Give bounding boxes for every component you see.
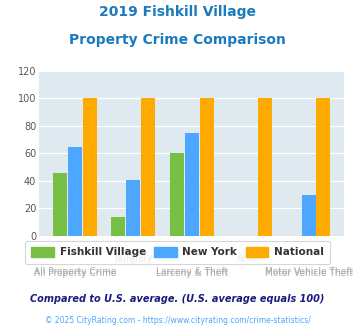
Bar [200,98,214,236]
Text: 2019 Fishkill Village: 2019 Fishkill Village [99,5,256,19]
Text: Larceny & Theft: Larceny & Theft [155,267,228,276]
Bar [170,153,184,236]
Text: Motor Vehicle Theft: Motor Vehicle Theft [264,269,353,278]
Bar [68,147,82,236]
Text: Motor Vehicle Theft: Motor Vehicle Theft [264,267,353,276]
Bar [301,195,316,236]
Text: © 2025 CityRating.com - https://www.cityrating.com/crime-statistics/: © 2025 CityRating.com - https://www.city… [45,315,310,325]
Text: Larceny & Theft: Larceny & Theft [155,269,228,278]
Text: Burglary: Burglary [114,255,153,264]
Text: Arson: Arson [237,253,263,262]
Bar [83,98,97,236]
Bar [111,217,125,236]
Text: Arson: Arson [237,255,263,264]
Bar [126,180,140,236]
Bar [141,98,155,236]
Text: Compared to U.S. average. (U.S. average equals 100): Compared to U.S. average. (U.S. average … [30,294,325,304]
Text: All Property Crime: All Property Crime [34,267,116,276]
Text: Burglary: Burglary [114,253,153,262]
Bar [258,98,272,236]
Bar [316,98,331,236]
Bar [53,173,67,236]
Text: All Property Crime: All Property Crime [34,269,116,278]
Bar [185,133,199,236]
Text: Property Crime Comparison: Property Crime Comparison [69,33,286,47]
Legend: Fishkill Village, New York, National: Fishkill Village, New York, National [25,241,330,264]
